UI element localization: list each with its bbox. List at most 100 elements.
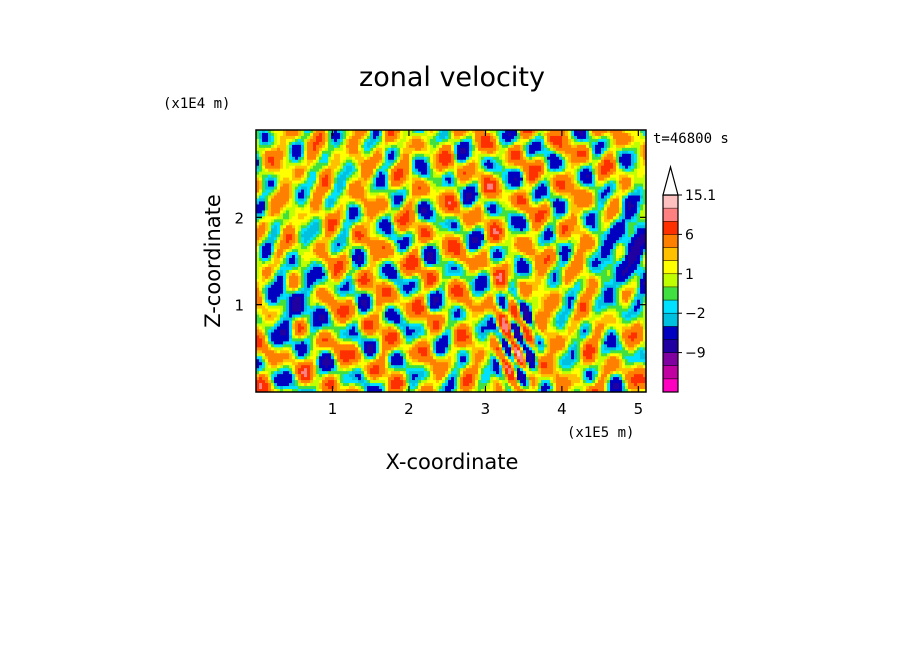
field-cell [277, 130, 281, 134]
field-cell [526, 171, 530, 176]
field-cell [331, 150, 335, 155]
field-cell [538, 147, 542, 152]
field-cell [442, 234, 446, 238]
field-cell [589, 228, 593, 232]
field-cell [358, 171, 362, 176]
field-cell [526, 213, 530, 217]
field-cell [415, 159, 419, 164]
field-cell [565, 162, 569, 167]
field-cell [337, 147, 341, 152]
field-cell [472, 219, 476, 223]
field-cell [544, 171, 548, 176]
field-cell [334, 240, 338, 244]
field-cell [601, 153, 605, 158]
field-cell [487, 204, 491, 209]
field-cell [592, 201, 596, 206]
field-cell [394, 201, 398, 206]
field-cell [316, 130, 320, 134]
field-cell [352, 225, 356, 229]
field-cell [463, 222, 467, 226]
field-cell [328, 189, 332, 194]
field-cell [523, 222, 527, 226]
field-cell [415, 222, 419, 226]
field-cell [355, 222, 359, 226]
field-cell [547, 207, 551, 211]
field-cell [397, 135, 401, 140]
field-cell [610, 162, 614, 167]
field-cell [628, 138, 632, 143]
field-cell [286, 177, 290, 182]
field-cell [616, 201, 620, 206]
field-cell [442, 213, 446, 217]
field-cell [433, 228, 437, 232]
field-cell [343, 207, 347, 211]
field-cell [628, 216, 632, 220]
field-cell [277, 225, 281, 229]
field-cell [460, 159, 464, 164]
field-cell [346, 225, 350, 229]
field-cell [502, 153, 506, 158]
field-cell [586, 204, 590, 209]
field-cell [529, 138, 533, 143]
field-cell [340, 195, 344, 200]
field-cell [400, 195, 404, 200]
field-cell [466, 132, 470, 137]
field-cell [442, 177, 446, 182]
field-cell [565, 135, 569, 140]
field-cell [454, 165, 458, 170]
field-cell [322, 132, 326, 137]
field-cell [622, 195, 626, 200]
field-cell [385, 234, 389, 238]
field-cell [604, 186, 608, 191]
field-cell [322, 195, 326, 200]
field-cell [526, 162, 530, 167]
field-cell [268, 204, 272, 209]
field-cell [559, 180, 563, 185]
field-cell [580, 216, 584, 220]
field-cell [538, 150, 542, 155]
field-cell [634, 180, 638, 185]
field-cell [640, 213, 644, 217]
field-cell [307, 159, 311, 164]
field-cell [526, 168, 530, 173]
field-cell [574, 147, 578, 152]
field-cell [556, 156, 560, 161]
field-cell [520, 130, 524, 134]
field-cell [346, 219, 350, 223]
field-cell [580, 219, 584, 223]
field-cell [400, 162, 404, 167]
field-cell [376, 168, 380, 173]
field-cell [568, 153, 572, 158]
field-cell [544, 207, 548, 211]
field-cell [277, 177, 281, 182]
field-cell [343, 144, 347, 149]
field-cell [502, 162, 506, 167]
field-cell [580, 207, 584, 211]
field-cell [532, 138, 536, 143]
field-cell [406, 225, 410, 229]
field-cell [382, 240, 386, 244]
field-cell [421, 222, 425, 226]
field-cell [457, 180, 461, 185]
field-cell [391, 204, 395, 209]
field-cell [637, 141, 641, 146]
field-cell [481, 228, 485, 232]
field-cell [484, 204, 488, 209]
field-cell [331, 204, 335, 209]
field-cell [430, 195, 434, 200]
field-cell [511, 177, 515, 182]
field-cell [622, 147, 626, 152]
field-cell [334, 213, 338, 217]
field-cell [634, 237, 638, 241]
field-cell [355, 228, 359, 232]
field-cell [529, 192, 533, 197]
field-cell [262, 144, 266, 149]
field-cell [577, 222, 581, 226]
field-cell [259, 225, 263, 229]
field-cell [313, 243, 317, 247]
field-cell [325, 231, 329, 235]
field-cell [526, 189, 530, 194]
field-cell [532, 147, 536, 152]
field-cell [418, 174, 422, 179]
field-cell [631, 186, 635, 191]
